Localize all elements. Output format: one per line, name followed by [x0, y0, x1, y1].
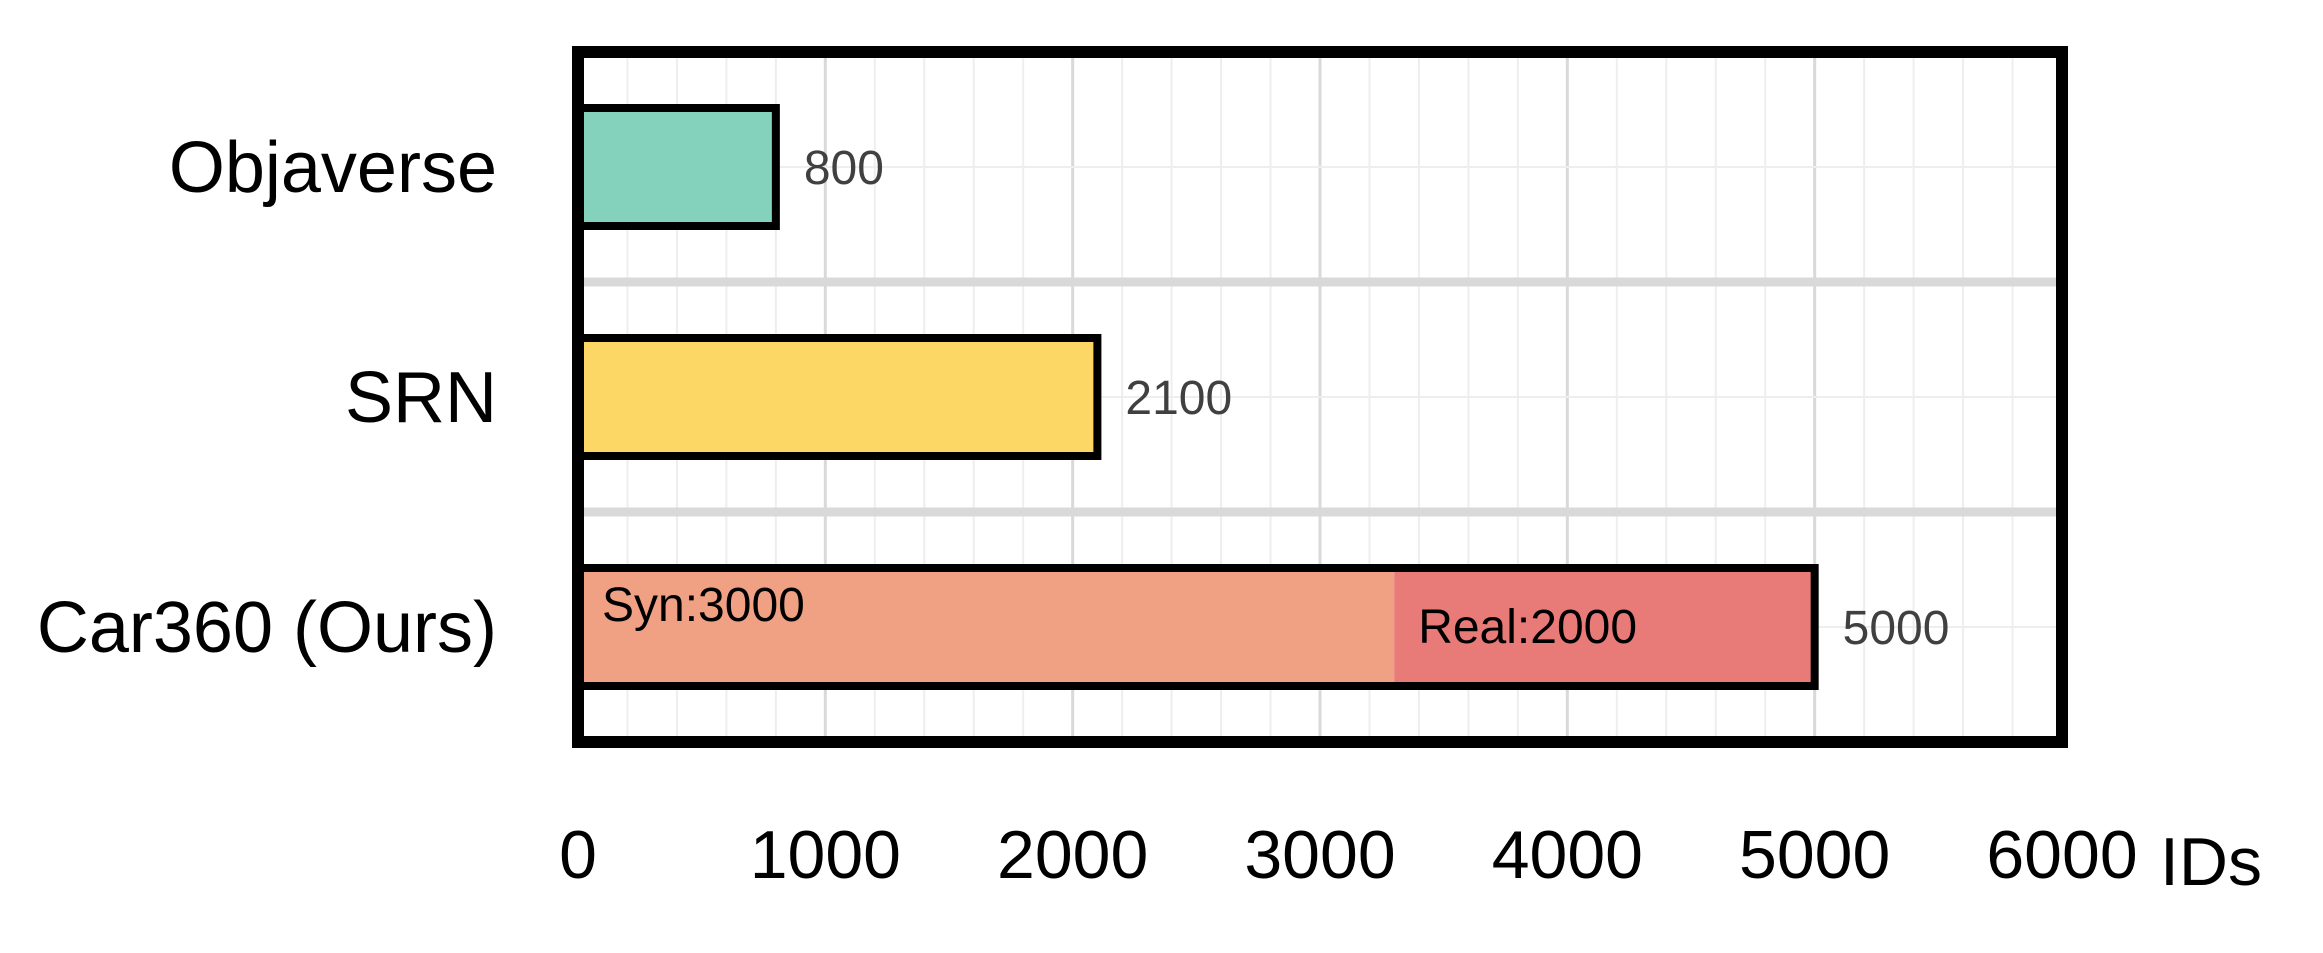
x-tick-label: 3000 [1244, 817, 1395, 893]
x-unit-label: IDs [2160, 824, 2262, 900]
value-label-srn: 2100 [1125, 372, 1232, 425]
bars [574, 104, 1819, 690]
x-tick-label: 1000 [750, 817, 901, 893]
row-separators [578, 277, 2062, 517]
x-tick-label: 4000 [1492, 817, 1643, 893]
labels: Objaverse 800 SRN 2100 Car360 (Ours) 5000 Syn:… [37, 128, 2262, 900]
category-label-objaverse: Objaverse [169, 128, 497, 208]
bar-car360-ours-segment-1 [1394, 568, 1815, 686]
bar-car360-ours-segment-0 [578, 568, 1395, 686]
x-tick-label: 6000 [1986, 817, 2137, 893]
value-label-objaverse: 800 [804, 142, 884, 195]
x-tick-label: 2000 [997, 817, 1148, 893]
category-label-srn: SRN [345, 358, 497, 438]
value-label-car360-ours: 5000 [1843, 602, 1950, 655]
category-label-car360-ours: Car360 (Ours) [37, 588, 497, 668]
bar-objaverse-segment-0 [578, 108, 776, 226]
x-tick-label: 5000 [1739, 817, 1890, 893]
segment-label-0: Syn:3000 [602, 579, 805, 632]
x-tick-label: 0 [559, 817, 597, 893]
segment-label-1: Real:2000 [1418, 601, 1637, 654]
bar-srn-segment-0 [578, 338, 1098, 456]
